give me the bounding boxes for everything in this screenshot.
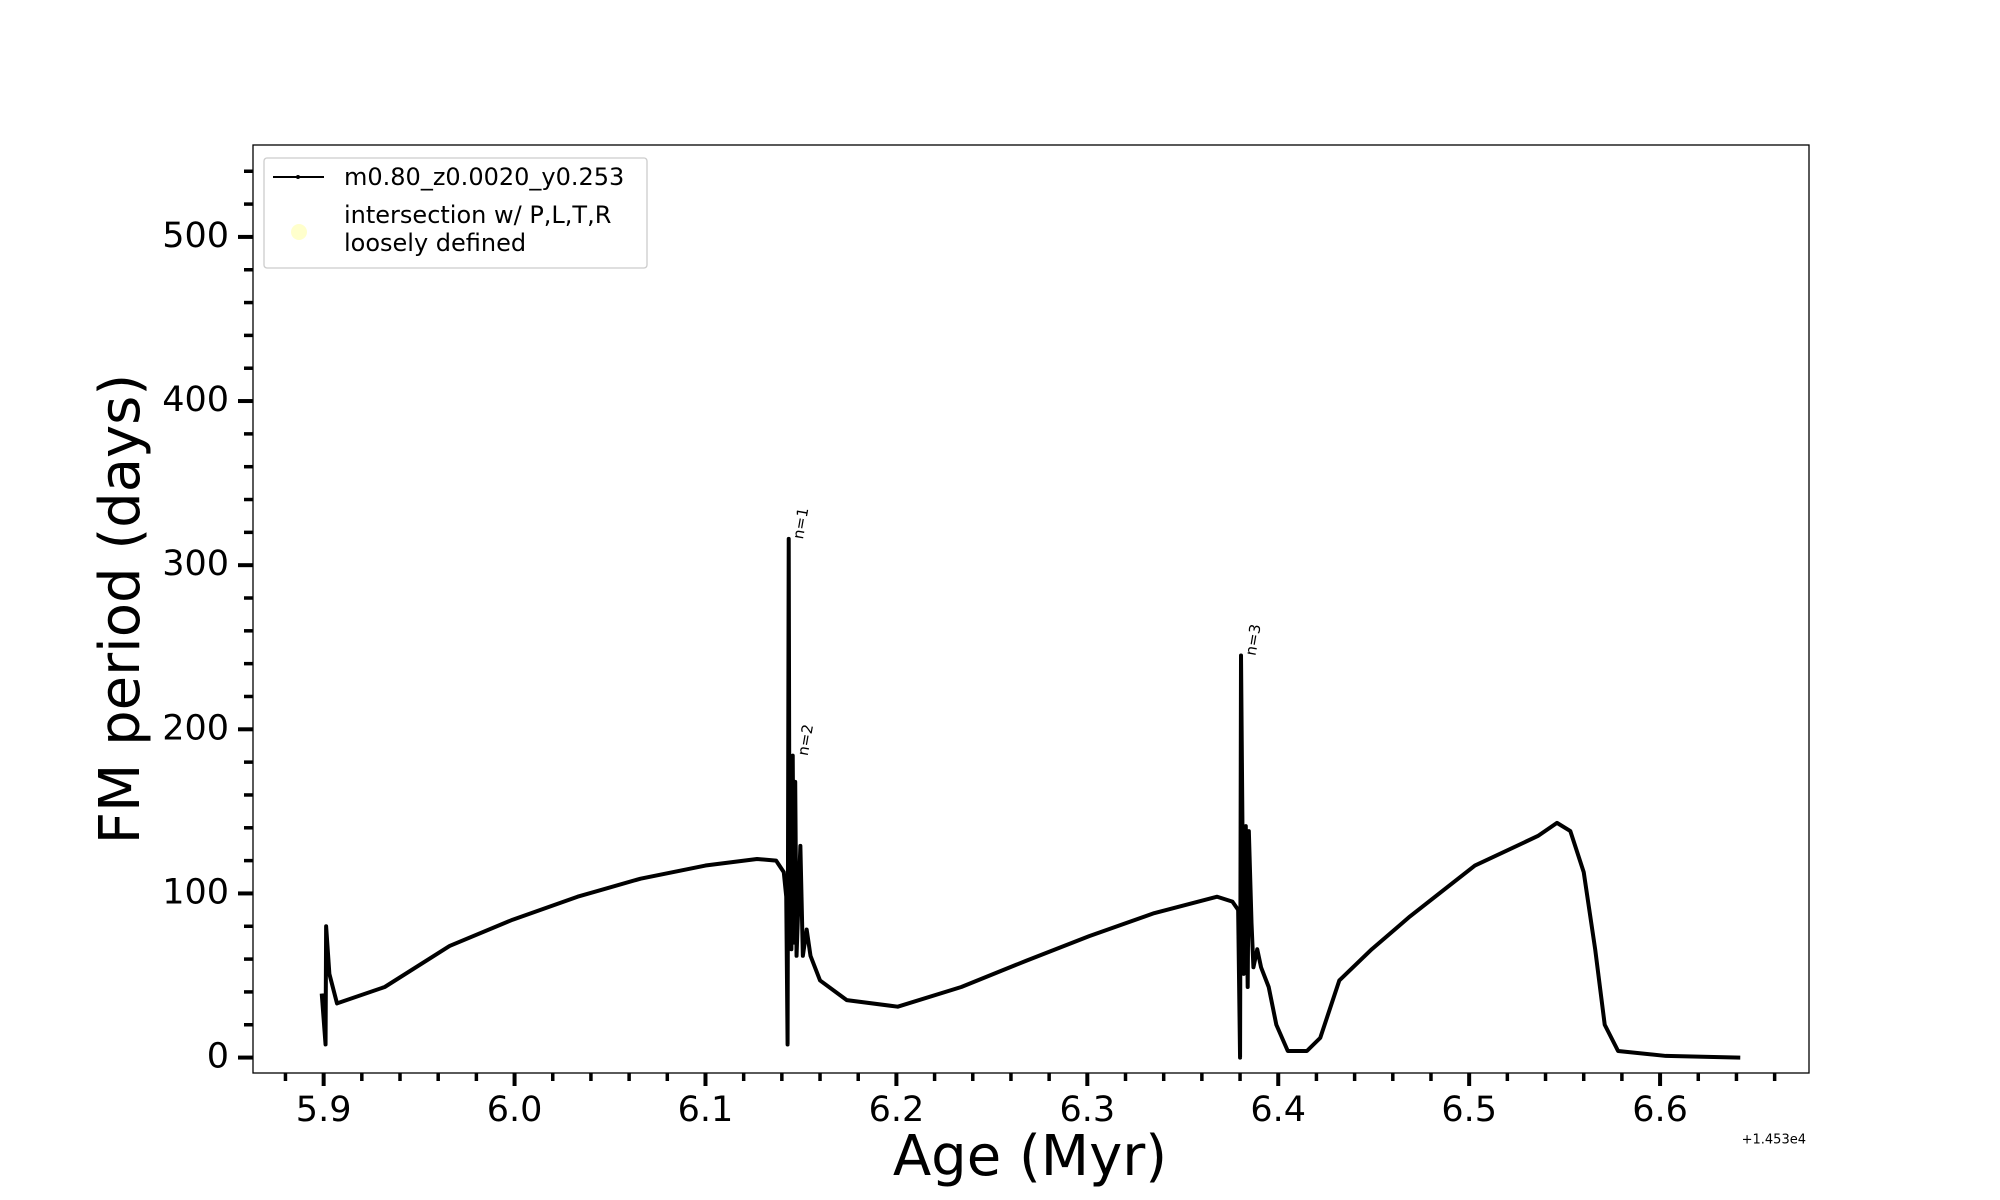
legend-label: loosely defined <box>344 229 526 257</box>
x-axis-label: Age (Myr) <box>893 1124 1167 1189</box>
series-line <box>319 536 1741 1060</box>
y-tick-label: 0 <box>207 1037 229 1077</box>
annotation: n=1 <box>789 506 812 540</box>
legend-label: intersection w/ P,L,T,R <box>344 201 611 229</box>
legend-marker <box>291 224 307 240</box>
y-tick-label: 200 <box>162 708 229 748</box>
legend-label: m0.80_z0.0020_y0.253 <box>344 163 624 191</box>
legend-marker <box>296 175 300 179</box>
x-offset-label: +1.453e4 <box>1742 1133 1806 1148</box>
annotation: n=3 <box>1242 623 1265 657</box>
y-tick-label: 100 <box>162 872 229 912</box>
annotation-text: n=2 <box>794 723 817 757</box>
x-tick-label: 6.1 <box>678 1090 734 1130</box>
y-tick-label: 300 <box>162 544 229 584</box>
x-tick-label: 6.2 <box>869 1090 925 1130</box>
plot-frame <box>252 144 1810 1074</box>
annotation-text: n=3 <box>1242 623 1265 657</box>
legend-box <box>263 157 648 269</box>
x-tick-label: 6.3 <box>1059 1090 1115 1130</box>
annotation: n=2 <box>794 723 817 757</box>
x-tick-label: 6.0 <box>487 1090 543 1130</box>
x-tick-label: 6.4 <box>1250 1090 1306 1130</box>
x-tick-label: 6.5 <box>1441 1090 1497 1130</box>
y-axis-label: FM period (days) <box>88 374 153 844</box>
x-tick-label: 6.6 <box>1632 1090 1688 1130</box>
x-tick-label: 5.9 <box>296 1090 352 1130</box>
y-tick-label: 400 <box>162 380 229 420</box>
annotation-text: n=1 <box>789 506 812 540</box>
y-tick-label: 500 <box>162 216 229 256</box>
